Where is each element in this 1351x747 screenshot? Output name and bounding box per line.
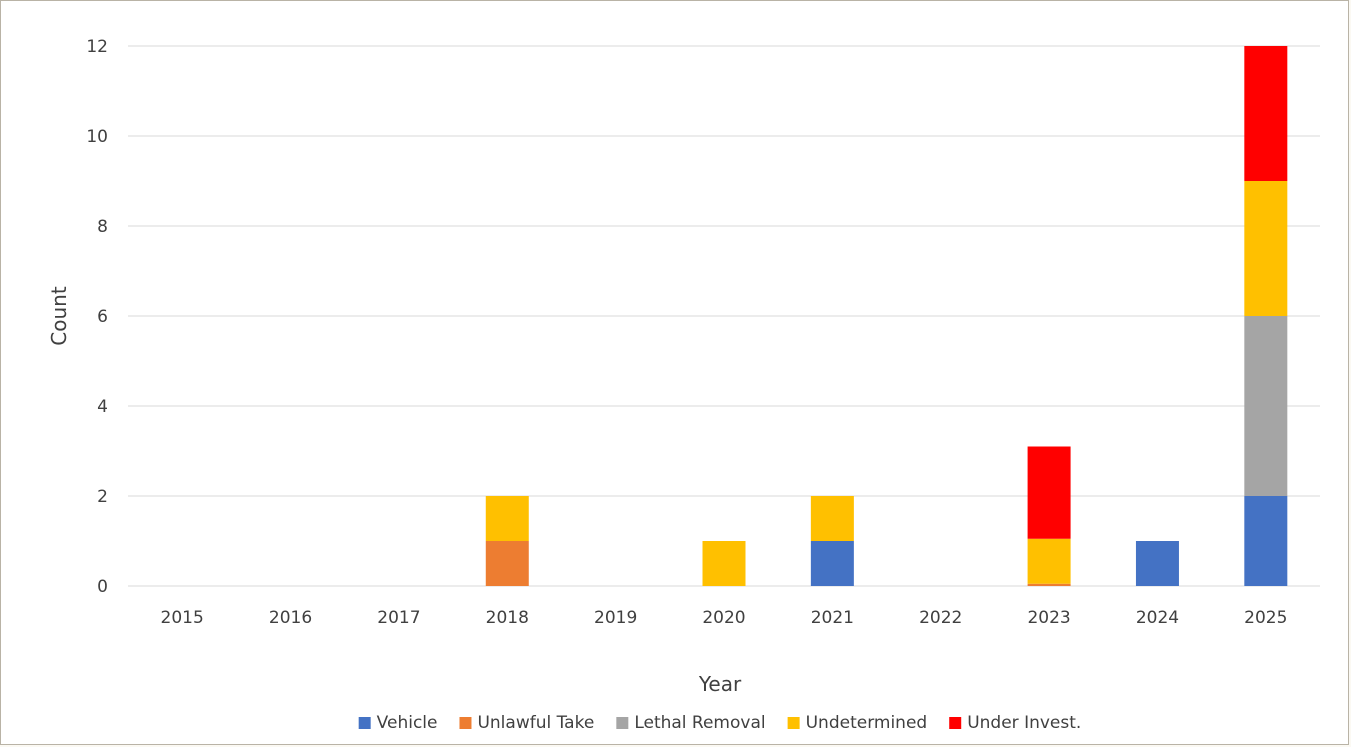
x-tick-label: 2021 — [811, 608, 854, 628]
y-axis-title: Count — [47, 286, 71, 346]
legend-swatch — [358, 717, 371, 729]
bar-segment-vehicle — [1135, 541, 1179, 586]
legend-label: Undetermined — [806, 713, 928, 733]
bar-segment-undetermined — [485, 496, 529, 541]
x-tick-label: 2017 — [377, 608, 420, 628]
bar-segment-undetermined — [1244, 181, 1288, 316]
bar-segment-undetermined — [1027, 538, 1071, 584]
x-axis-title: Year — [698, 672, 742, 696]
bar-segment-vehicle — [1244, 496, 1288, 586]
legend-swatch — [459, 717, 472, 729]
y-tick-label: 2 — [97, 487, 108, 507]
bar-segment-undetermined — [810, 496, 854, 541]
x-tick-label: 2023 — [1027, 608, 1070, 628]
y-axis-ticks: 0 2 4 6 8 10 12 — [86, 37, 108, 597]
y-tick-label: 10 — [86, 127, 108, 147]
bar-segment-under-invest — [1244, 46, 1288, 181]
legend-label: Under Invest. — [967, 713, 1081, 733]
y-tick-label: 4 — [97, 397, 108, 417]
y-tick-label: 12 — [86, 37, 108, 57]
legend: Vehicle Unlawful Take Lethal Removal Undete… — [358, 713, 1081, 733]
legend-swatch — [616, 717, 629, 729]
bar-segment-lethal-removal — [1244, 316, 1288, 496]
bars — [485, 46, 1288, 586]
y-tick-label: 6 — [97, 307, 108, 327]
x-tick-label: 2018 — [486, 608, 529, 628]
x-tick-label: 2015 — [161, 608, 204, 628]
x-tick-label: 2016 — [269, 608, 312, 628]
bar-segment-unlawful-take — [1027, 583, 1071, 586]
bar-segment-vehicle — [810, 541, 854, 586]
y-tick-label: 0 — [97, 577, 108, 597]
x-tick-label: 2022 — [919, 608, 962, 628]
y-tick-label: 8 — [97, 217, 108, 237]
x-tick-label: 2019 — [594, 608, 637, 628]
bar-segment-undetermined — [702, 541, 746, 586]
legend-label: Vehicle — [377, 713, 438, 733]
x-tick-label: 2024 — [1136, 608, 1179, 628]
legend-swatch — [787, 717, 800, 729]
legend-label: Unlawful Take — [477, 713, 594, 733]
legend-swatch — [949, 717, 962, 729]
x-tick-label: 2025 — [1244, 608, 1287, 628]
legend-label: Lethal Removal — [634, 713, 765, 733]
bar-segment-unlawful-take — [485, 541, 529, 586]
gridlines — [128, 45, 1320, 587]
x-tick-label: 2020 — [702, 608, 745, 628]
x-axis-ticks: 2015 2016 2017 2018 2019 2020 2021 2022 2023 2024… — [161, 608, 1288, 628]
bar-segment-under-invest — [1027, 446, 1071, 539]
